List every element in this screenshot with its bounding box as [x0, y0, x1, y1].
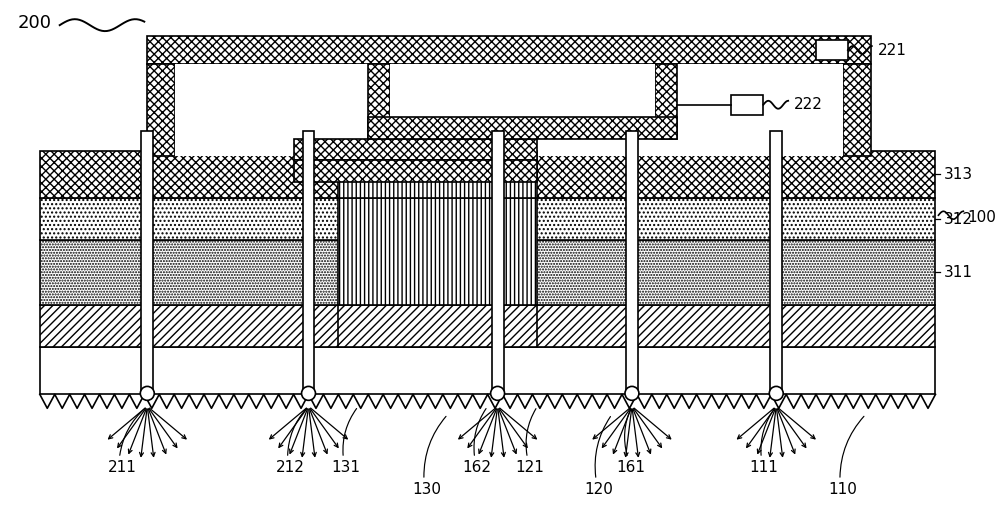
Bar: [147, 64, 175, 155]
Bar: [816, 40, 848, 60]
Text: 121: 121: [516, 460, 544, 475]
Bar: [40, 346, 935, 394]
Text: 130: 130: [412, 482, 441, 497]
Bar: [338, 305, 537, 346]
Bar: [40, 305, 935, 346]
Bar: [40, 198, 935, 240]
Text: 111: 111: [749, 460, 778, 475]
Bar: [731, 95, 763, 115]
Bar: [390, 64, 655, 139]
Circle shape: [302, 386, 315, 401]
Bar: [315, 161, 516, 182]
Text: 161: 161: [616, 460, 645, 475]
Bar: [294, 161, 537, 182]
Text: 131: 131: [331, 460, 360, 475]
Bar: [338, 151, 537, 198]
Text: 100: 100: [967, 209, 996, 225]
Text: 313: 313: [943, 167, 973, 182]
Circle shape: [625, 386, 639, 401]
Text: 162: 162: [463, 460, 492, 475]
Bar: [303, 131, 314, 394]
Text: 110: 110: [828, 482, 857, 497]
Text: 311: 311: [943, 265, 972, 280]
Text: 222: 222: [794, 97, 823, 112]
Bar: [655, 64, 677, 139]
Bar: [368, 117, 677, 139]
Bar: [843, 64, 871, 155]
Circle shape: [491, 386, 505, 401]
Text: 212: 212: [276, 460, 305, 475]
Bar: [626, 131, 638, 394]
Bar: [492, 131, 504, 394]
Bar: [147, 36, 871, 64]
Bar: [40, 240, 935, 305]
Text: 312: 312: [943, 212, 972, 227]
Bar: [141, 131, 153, 394]
Bar: [338, 198, 537, 305]
Circle shape: [140, 386, 154, 401]
Bar: [294, 139, 537, 161]
Bar: [40, 151, 935, 198]
Text: 211: 211: [107, 460, 136, 475]
Bar: [175, 64, 843, 155]
Bar: [368, 64, 390, 139]
Text: 120: 120: [584, 482, 613, 497]
Bar: [770, 131, 782, 394]
Circle shape: [769, 386, 783, 401]
Text: 200: 200: [18, 14, 52, 32]
Text: 221: 221: [878, 43, 907, 58]
